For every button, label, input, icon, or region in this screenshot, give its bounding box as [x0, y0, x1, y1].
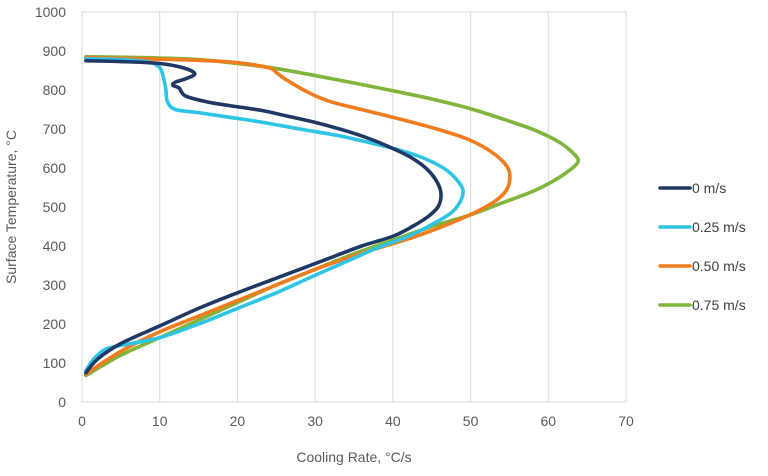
x-tick-label: 40: [385, 413, 401, 429]
legend-label-0-25-m-s: 0.25 m/s: [692, 219, 746, 235]
plot-area: [81, 11, 627, 403]
y-tick-label: 900: [43, 43, 67, 59]
legend-label-0-50-m-s: 0.50 m/s: [692, 258, 746, 274]
x-tick-label: 20: [230, 413, 246, 429]
y-axis-title: Surface Temperature, °C: [3, 130, 19, 284]
x-tick-label: 60: [540, 413, 556, 429]
y-tick-label: 1000: [35, 4, 66, 20]
y-tick-label: 400: [43, 238, 67, 254]
legend-label-0-m-s: 0 m/s: [692, 180, 726, 196]
y-tick-label: 800: [43, 82, 67, 98]
y-tick-label: 600: [43, 160, 67, 176]
y-tick-label: 100: [43, 355, 67, 371]
y-tick-label: 500: [43, 199, 67, 215]
legend-label-0-75-m-s: 0.75 m/s: [692, 297, 746, 313]
plot-border: [81, 11, 627, 403]
y-tick-label: 300: [43, 277, 67, 293]
y-tick-label: 200: [43, 316, 67, 332]
x-tick-label: 50: [463, 413, 479, 429]
x-tick-label: 70: [618, 413, 634, 429]
x-tick-label: 10: [152, 413, 168, 429]
series-line-0-25-m-s: [84, 57, 465, 373]
y-tick-label: 700: [43, 121, 67, 137]
x-tick-label: 30: [307, 413, 323, 429]
series-line-0-50-m-s: [84, 55, 512, 376]
series-line-0-m-s: [84, 58, 443, 375]
x-axis-ticks: 0 10 20 30 40 50 60 70: [78, 413, 634, 429]
x-tick-label: 0: [78, 413, 86, 429]
x-axis-title: Cooling Rate, °C/s: [296, 449, 411, 465]
y-tick-label: 0: [58, 394, 66, 410]
y-axis-ticks: 0 100 200 300 400 500 600 700 800 900 1000: [35, 4, 66, 410]
legend: 0 m/s 0.25 m/s 0.50 m/s 0.75 m/s: [658, 180, 746, 313]
series-group: [84, 55, 581, 378]
